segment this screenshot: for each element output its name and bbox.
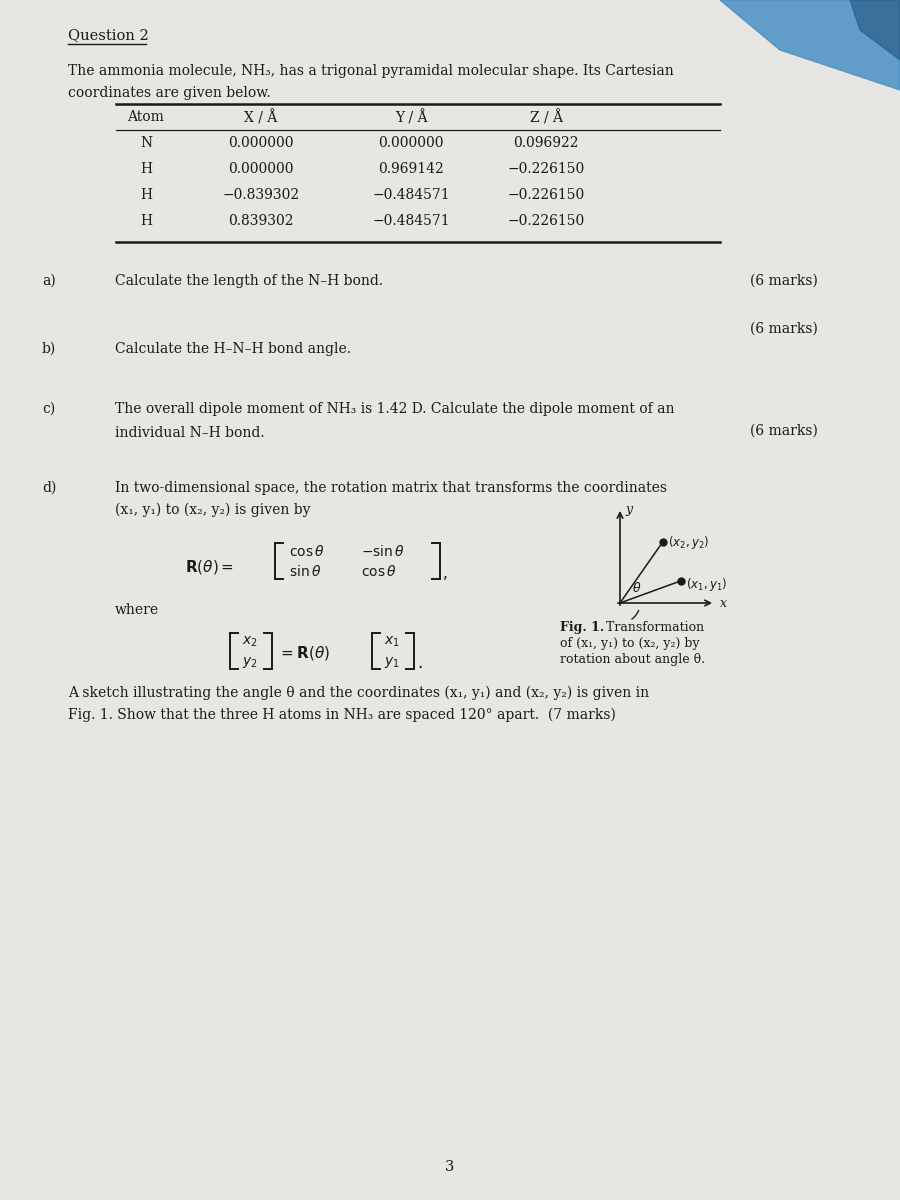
Text: H: H — [140, 188, 152, 202]
Text: 0.839302: 0.839302 — [229, 214, 293, 228]
Text: coordinates are given below.: coordinates are given below. — [68, 86, 271, 100]
Text: −0.226150: −0.226150 — [508, 188, 585, 202]
Text: −0.484571: −0.484571 — [373, 188, 450, 202]
Text: H: H — [140, 162, 152, 176]
Text: Calculate the H–N–H bond angle.: Calculate the H–N–H bond angle. — [115, 342, 351, 356]
Text: Question 2: Question 2 — [68, 28, 148, 42]
Text: −0.226150: −0.226150 — [508, 214, 585, 228]
Text: $\cos\theta$: $\cos\theta$ — [361, 564, 397, 580]
Text: $\cos\theta$: $\cos\theta$ — [289, 545, 325, 559]
Text: $y_2$: $y_2$ — [242, 654, 257, 670]
Text: H: H — [140, 214, 152, 228]
Text: 0.000000: 0.000000 — [229, 136, 293, 150]
Text: Fig. 1. Show that the three H atoms in NH₃ are spaced 120° apart.  (7 marks): Fig. 1. Show that the three H atoms in N… — [68, 708, 616, 722]
Text: Y / Å: Y / Å — [395, 110, 428, 125]
Text: where: where — [115, 602, 159, 617]
Text: $(x_1, y_1)$: $(x_1, y_1)$ — [686, 576, 727, 593]
Text: $(x_2, y_2)$: $(x_2, y_2)$ — [668, 534, 709, 551]
Text: $\theta$: $\theta$ — [632, 581, 642, 595]
Text: 0.000000: 0.000000 — [229, 162, 293, 176]
Text: In two-dimensional space, the rotation matrix that transforms the coordinates: In two-dimensional space, the rotation m… — [115, 481, 667, 494]
Text: Fig. 1.: Fig. 1. — [560, 622, 604, 634]
Text: −0.839302: −0.839302 — [222, 188, 300, 202]
Text: $\sin\theta$: $\sin\theta$ — [289, 564, 321, 580]
Text: 0.969142: 0.969142 — [378, 162, 444, 176]
Text: Z / Å: Z / Å — [529, 110, 562, 125]
Text: $x_1$: $x_1$ — [384, 635, 400, 649]
Text: $y_1$: $y_1$ — [384, 654, 400, 670]
Text: y: y — [625, 503, 632, 516]
Text: 0.096922: 0.096922 — [513, 136, 579, 150]
Text: of (x₁, y₁) to (x₂, y₂) by: of (x₁, y₁) to (x₂, y₂) by — [560, 637, 699, 650]
Text: −0.226150: −0.226150 — [508, 162, 585, 176]
Text: c): c) — [42, 402, 55, 416]
Text: (6 marks): (6 marks) — [750, 274, 818, 288]
Text: $= \mathbf{R}(\theta)$: $= \mathbf{R}(\theta)$ — [278, 644, 330, 662]
Text: (6 marks): (6 marks) — [750, 424, 818, 438]
Text: Transformation: Transformation — [598, 622, 704, 634]
Text: b): b) — [42, 342, 56, 356]
Text: −0.484571: −0.484571 — [373, 214, 450, 228]
Text: Atom: Atom — [128, 110, 165, 124]
Text: The overall dipole moment of NH₃ is 1.42 D. Calculate the dipole moment of an: The overall dipole moment of NH₃ is 1.42… — [115, 402, 674, 416]
Text: $-\sin\theta$: $-\sin\theta$ — [361, 545, 405, 559]
Text: individual N–H bond.: individual N–H bond. — [115, 426, 265, 440]
Polygon shape — [850, 0, 900, 60]
Text: 0.000000: 0.000000 — [378, 136, 444, 150]
Text: $\mathbf{R}(\theta) = $: $\mathbf{R}(\theta) = $ — [185, 558, 234, 576]
Text: Calculate the length of the N–H bond.: Calculate the length of the N–H bond. — [115, 274, 383, 288]
Text: a): a) — [42, 274, 56, 288]
Text: ,: , — [443, 565, 448, 581]
Text: A sketch illustrating the angle θ and the coordinates (x₁, y₁) and (x₂, y₂) is g: A sketch illustrating the angle θ and th… — [68, 686, 649, 701]
Text: (6 marks): (6 marks) — [750, 322, 818, 336]
Text: X / Å: X / Å — [245, 110, 277, 125]
Text: x: x — [720, 596, 727, 610]
Text: (x₁, y₁) to (x₂, y₂) is given by: (x₁, y₁) to (x₂, y₂) is given by — [115, 503, 310, 517]
Text: 3: 3 — [446, 1160, 454, 1174]
Text: rotation about angle θ.: rotation about angle θ. — [560, 653, 705, 666]
Text: $x_2$: $x_2$ — [242, 635, 257, 649]
Text: .: . — [417, 654, 422, 672]
Text: The ammonia molecule, NH₃, has a trigonal pyramidal molecular shape. Its Cartesi: The ammonia molecule, NH₃, has a trigona… — [68, 64, 674, 78]
Polygon shape — [720, 0, 900, 90]
Text: N: N — [140, 136, 152, 150]
Text: d): d) — [42, 481, 57, 494]
